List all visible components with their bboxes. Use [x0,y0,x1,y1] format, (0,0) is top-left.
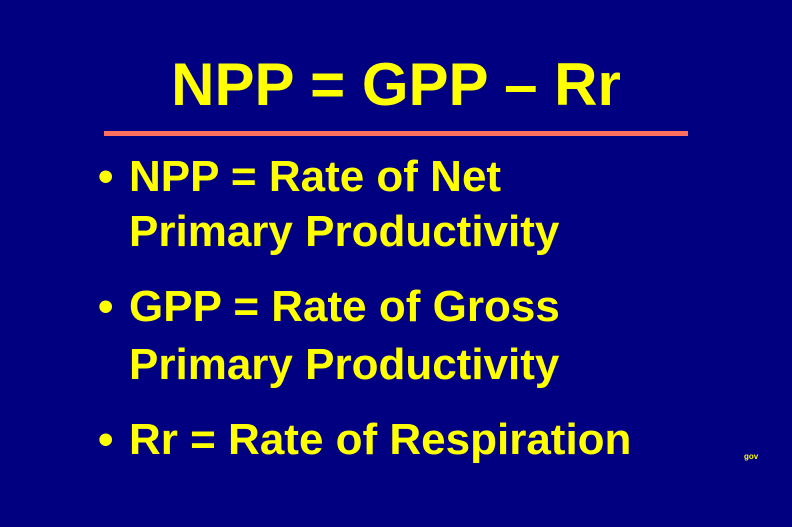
title-divider [104,131,688,136]
bullet-dot-icon: • [98,282,114,331]
bullet-line: Rr = Rate of Respiration [129,415,632,464]
bullet-line: GPP = Rate of Gross [129,282,560,331]
bullet-dot-icon: • [98,415,114,464]
bullet-line: NPP = Rate of Net [129,152,502,201]
bullet-line: Primary Productivity [129,207,560,256]
bullet-dot-icon: • [98,152,114,201]
slide-title: NPP = GPP – Rr [171,51,621,118]
footer-mark: gov [744,452,759,461]
bullet-line: Primary Productivity [129,340,560,389]
